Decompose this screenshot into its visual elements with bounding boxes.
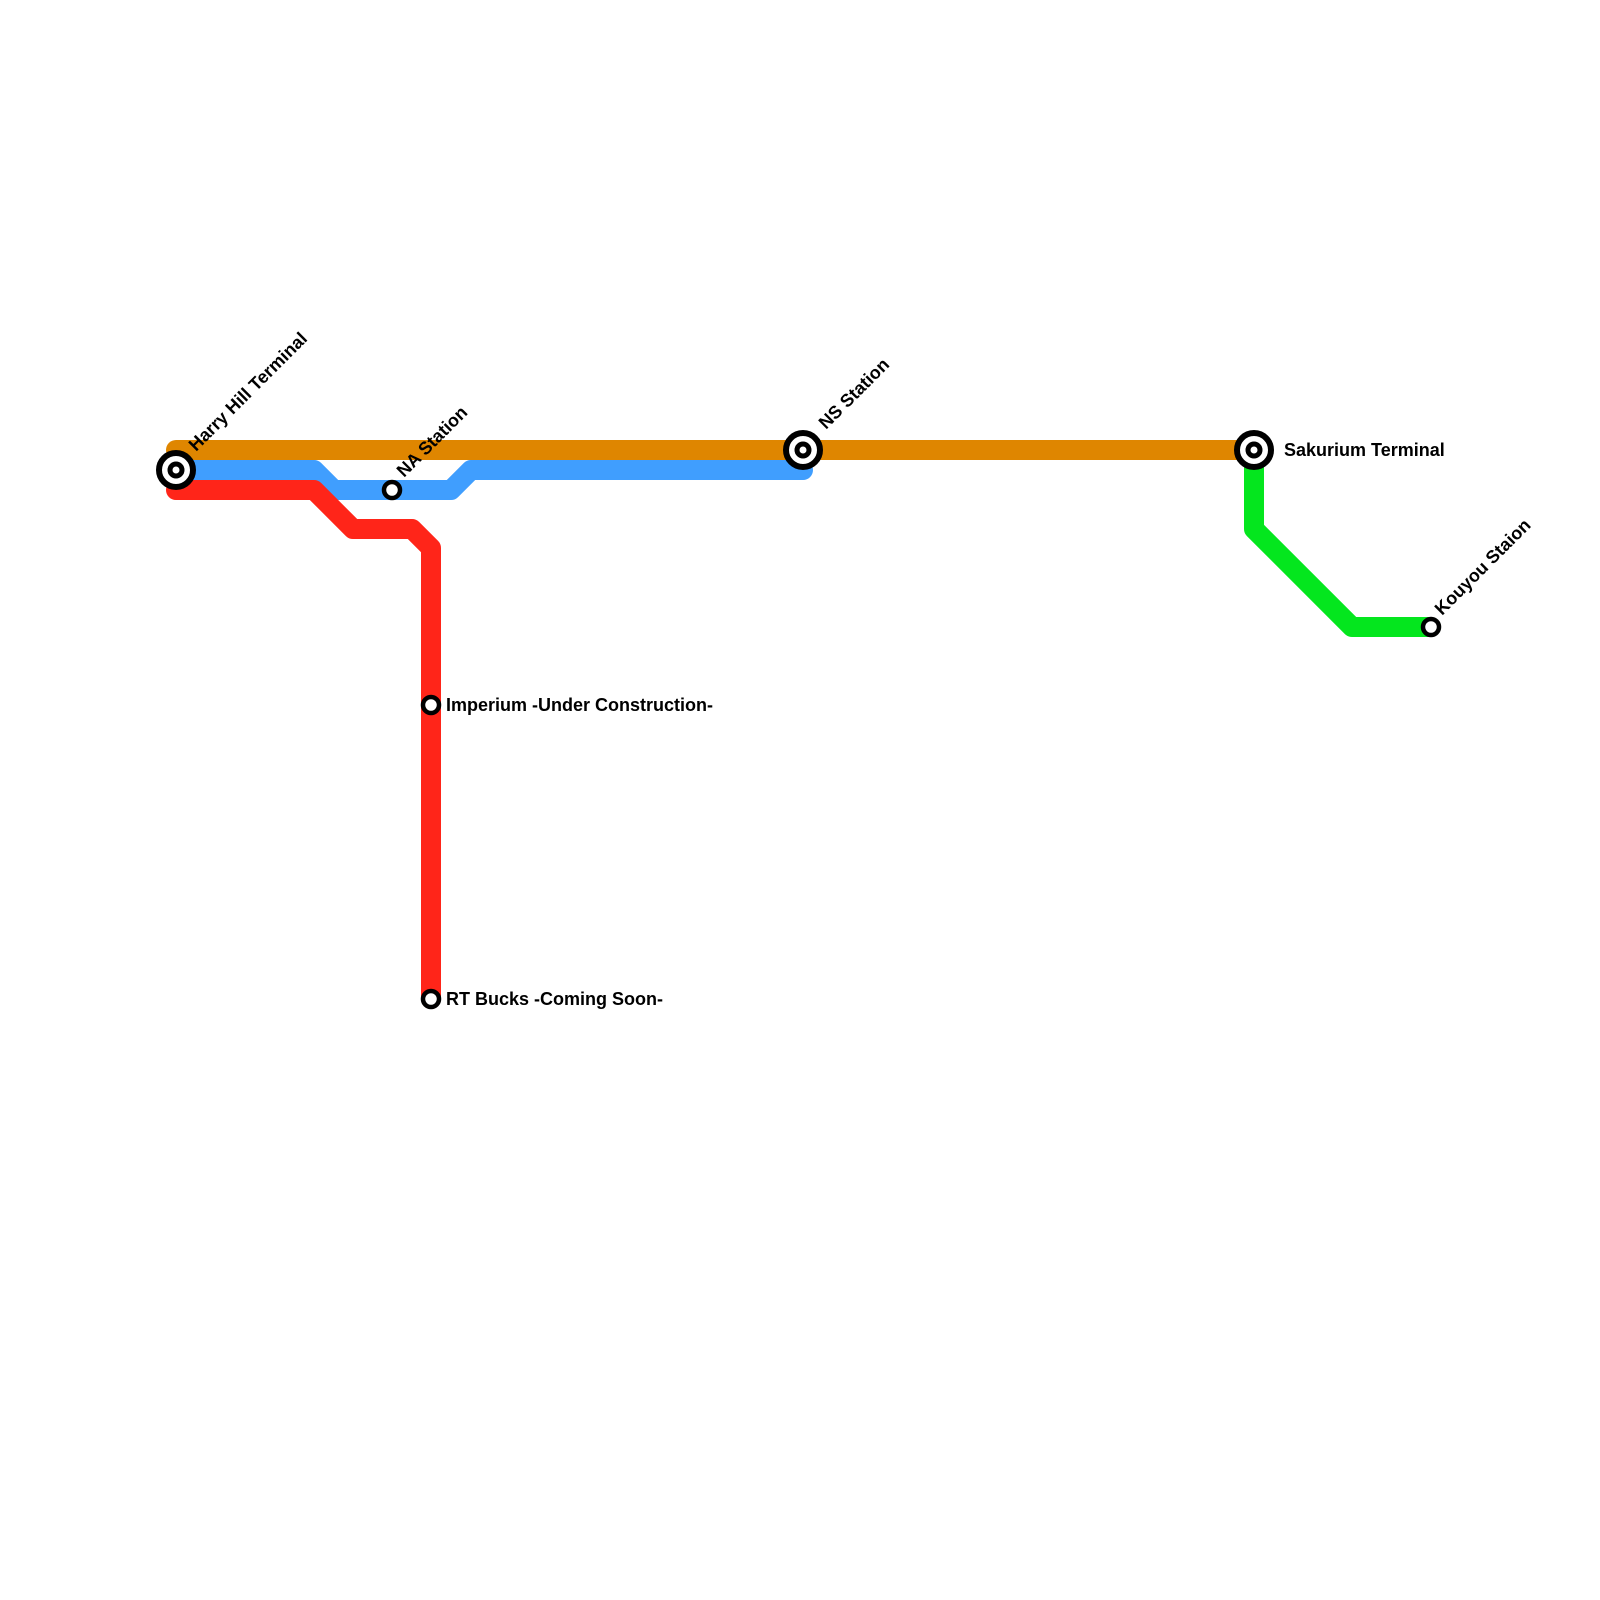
station-label: Imperium -Under Construction- [446,695,713,715]
interchange-inner-icon [1245,441,1263,459]
station-icon [420,694,442,716]
station-icon [1420,616,1442,638]
interchange-inner-icon [167,461,185,479]
station-label: RT Bucks -Coming Soon- [446,989,663,1009]
station-label: Sakurium Terminal [1284,440,1445,460]
line-green [1244,440,1441,637]
station-icon [420,988,442,1010]
station-imperium[interactable]: Imperium -Under Construction- [420,694,713,716]
station-kouyou-staion[interactable]: Kouyou Staion [1420,515,1535,638]
interchange-inner-icon [794,441,812,459]
station-icon [381,479,403,501]
station-sakurium-terminal[interactable]: Sakurium Terminal [1234,430,1445,470]
station-label: NS Station [815,354,893,432]
line-red [166,480,441,1009]
station-label: Harry Hill Terminal [185,328,311,454]
station-rt-bucks[interactable]: RT Bucks -Coming Soon- [420,988,663,1010]
station-label: Kouyou Staion [1431,515,1535,619]
